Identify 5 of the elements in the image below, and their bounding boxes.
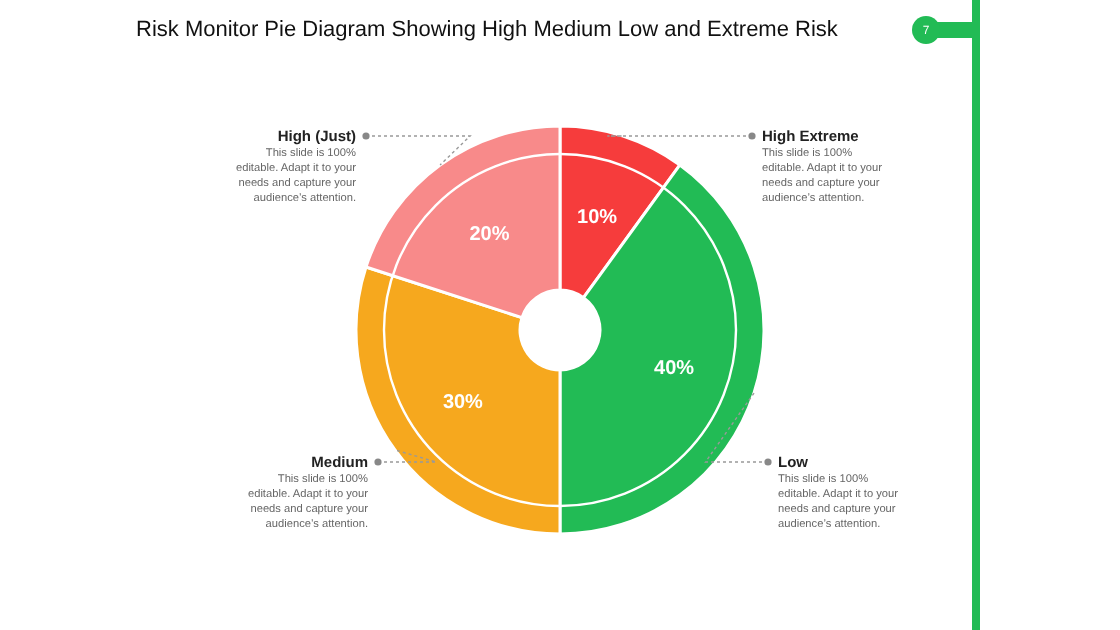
data-label: 30% [442,391,484,414]
data-label: 10% [577,206,618,229]
chart-title: Risk Monitor Pie Diagram Showing High Medium Low and Extreme Risk [136,18,839,42]
data-label: 40% [654,358,695,381]
data-label: 20% [469,223,510,246]
